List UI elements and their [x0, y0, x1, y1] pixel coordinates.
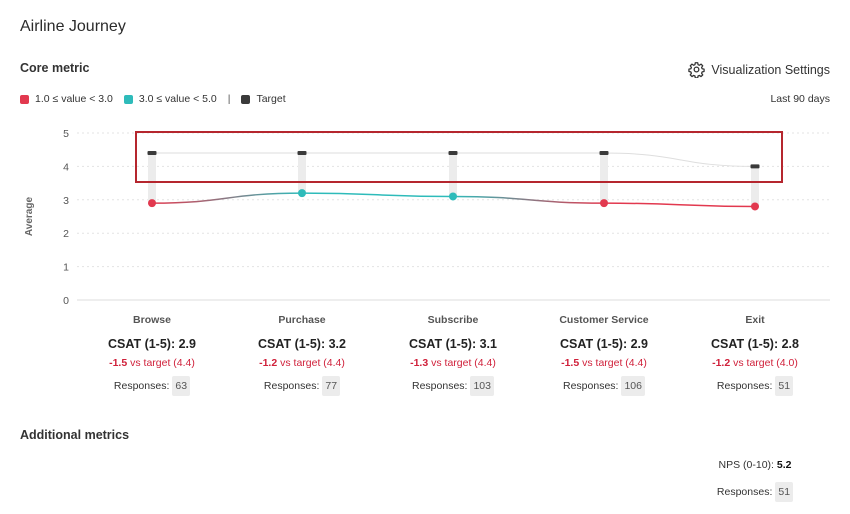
gear-icon [688, 62, 706, 78]
series-line-segment [603, 202, 756, 208]
stage-csat: CSAT (1-5): 2.9 [560, 337, 648, 351]
stage-responses: Responses: 63 [77, 376, 227, 396]
y-tick-label: 3 [63, 195, 69, 207]
additional-metrics-title: Additional metrics [20, 428, 130, 442]
series-line-segment [301, 192, 454, 198]
target-marker [147, 151, 157, 156]
stage-diff-text: vs target (4.4) [428, 357, 496, 369]
gap-bar [751, 166, 759, 207]
stage-responses-count: 103 [470, 376, 494, 396]
stage-responses-count: 106 [621, 376, 645, 396]
stage-responses-label: Responses: [113, 380, 170, 392]
stage-responses-count: 63 [172, 376, 191, 396]
legend-label-high: 3.0 ≤ value < 5.0 [138, 93, 217, 105]
series-line-segment [151, 192, 303, 204]
nps-value: 5.2 [776, 459, 792, 471]
data-point [600, 199, 608, 208]
gap-bar [449, 153, 457, 197]
legend-item-high: 3.0 ≤ value < 5.0 [123, 93, 217, 105]
target-marker [448, 151, 458, 156]
stage-name: Exit [745, 314, 765, 326]
stage-summary: Purchase CSAT (1-5): 3.2 -1.2 vs target (4… [227, 314, 377, 396]
legend-label-target: Target [256, 93, 286, 105]
stage-responses: Responses: 103 [378, 376, 528, 396]
stage-responses-count: 51 [775, 376, 794, 396]
stage-responses-label: Responses: [563, 380, 619, 392]
stage-csat: CSAT (1-5): 2.9 [108, 337, 196, 351]
stage-csat: CSAT (1-5): 3.2 [258, 337, 346, 351]
stage-diff-text: vs target (4.4) [579, 357, 647, 369]
chart-legend: 1.0 ≤ value < 3.0 3.0 ≤ value < 5.0 | Ta… [20, 93, 297, 105]
stage-responses: Responses: 77 [227, 376, 377, 396]
stage-responses-label: Responses: [716, 380, 773, 392]
gap-bar [298, 153, 306, 194]
stage-diff-text: vs target (4.0) [730, 357, 798, 369]
stage-summary: Exit CSAT (1-5): 2.8 -1.2 vs target (4.0) R… [680, 314, 830, 396]
nps-responses-label: Responses: [716, 486, 773, 498]
stage-diff-value: -1.5 [561, 357, 580, 369]
visualization-settings-label: Visualization Settings [711, 62, 830, 77]
legend-separator: | [227, 93, 231, 105]
stage-name: Browse [133, 314, 171, 326]
stage-responses-count: 77 [322, 376, 341, 396]
stage-diff-text: vs target (4.4) [277, 357, 345, 369]
stage-responses-label: Responses: [412, 380, 468, 392]
target-marker [297, 151, 307, 156]
stage-responses: Responses: 106 [529, 376, 679, 396]
legend-label-low: 1.0 ≤ value < 3.0 [35, 93, 113, 105]
stage-diff: -1.5 vs target (4.4) [77, 357, 227, 371]
series-line-segment [452, 195, 605, 204]
y-axis-label: Average [24, 197, 35, 237]
gap-bar [600, 153, 608, 204]
nps-label: NPS (0-10): [718, 459, 774, 471]
stage-summary: Subscribe CSAT (1-5): 3.1 -1.3 vs target (… [378, 314, 528, 396]
y-tick-label: 1 [63, 262, 69, 274]
stage-responses-label: Responses: [263, 380, 320, 392]
stage-csat: CSAT (1-5): 2.8 [711, 337, 799, 351]
stage-responses: Responses: 51 [680, 376, 830, 396]
stage-diff: -1.2 vs target (4.4) [227, 357, 377, 371]
stage-diff: -1.3 vs target (4.4) [378, 357, 528, 371]
core-metric-title: Core metric [20, 61, 90, 75]
data-point [751, 202, 759, 211]
legend-swatch-target [241, 94, 251, 104]
stage-diff-value: -1.3 [410, 357, 429, 369]
y-tick-label: 0 [63, 295, 69, 307]
legend-item-target: Target [241, 93, 286, 105]
data-point [298, 189, 306, 198]
stage-name: Customer Service [559, 314, 649, 326]
stage-name: Purchase [278, 314, 326, 326]
y-tick-label: 4 [63, 161, 69, 173]
gap-bar [148, 153, 156, 204]
legend-swatch-low [20, 94, 29, 104]
target-marker [599, 151, 609, 156]
stage-summary: Browse CSAT (1-5): 2.9 -1.5 vs target (4.4… [77, 314, 227, 396]
data-point [148, 199, 156, 208]
legend-item-low: 1.0 ≤ value < 3.0 [20, 93, 113, 105]
time-period: Last 90 days [770, 93, 830, 105]
nps-responses-count: 51 [775, 482, 794, 502]
stage-csat: CSAT (1-5): 3.1 [409, 337, 497, 351]
nps-responses: Responses: 51 [680, 482, 830, 502]
y-tick-label: 2 [63, 228, 69, 240]
stage-name: Subscribe [427, 314, 479, 326]
highlight-box [135, 131, 783, 183]
stage-diff: -1.5 vs target (4.4) [529, 357, 679, 371]
nps-metric: NPS (0-10): 5.2 [680, 459, 830, 471]
data-point [449, 192, 457, 201]
stage-diff-value: -1.2 [259, 357, 278, 369]
journey-chart: 0 1 2 3 4 5 Average [24, 128, 830, 307]
stage-diff: -1.2 vs target (4.0) [680, 357, 830, 371]
stage-diff-value: -1.5 [109, 357, 128, 369]
stage-diff-value: -1.2 [712, 357, 731, 369]
stage-summary: Customer Service CSAT (1-5): 2.9 -1.5 vs t… [529, 314, 679, 396]
visualization-settings-button[interactable]: Visualization Settings [688, 61, 830, 78]
y-tick-label: 5 [63, 128, 69, 140]
stage-diff-text: vs target (4.4) [127, 357, 195, 369]
page-title: Airline Journey [20, 18, 126, 35]
legend-swatch-high [123, 94, 133, 104]
target-marker [750, 164, 760, 169]
